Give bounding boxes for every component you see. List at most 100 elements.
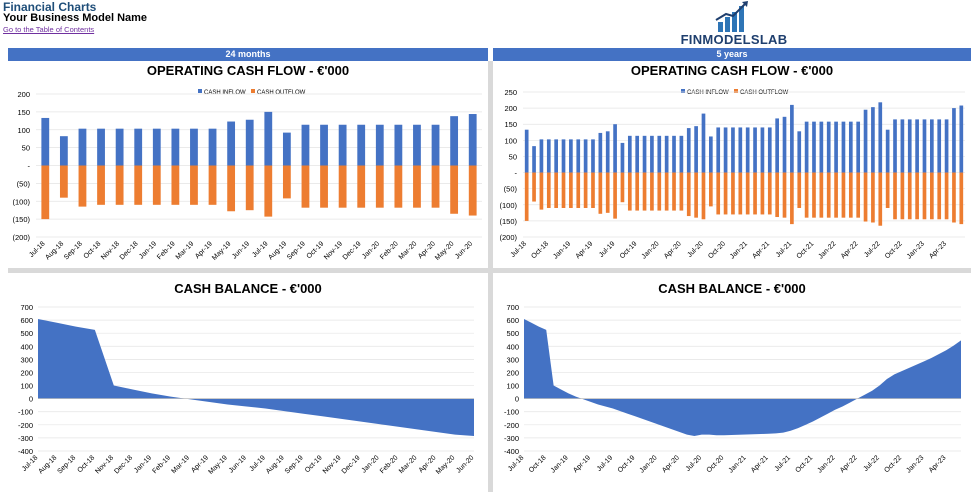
bar-inflow xyxy=(613,124,617,173)
bar-inflow xyxy=(627,135,632,173)
x-tick-label: Jan-21 xyxy=(729,240,749,260)
x-tick-label: Apr-23 xyxy=(928,240,948,260)
bar-inflow xyxy=(848,121,853,173)
bar-inflow xyxy=(885,129,890,173)
bar-inflow xyxy=(753,127,757,173)
x-tick-label: Mar-20 xyxy=(398,240,419,261)
x-tick-label: Oct-19 xyxy=(617,454,637,474)
logo-chart-icon xyxy=(715,1,748,32)
x-tick-label: Jan-19 xyxy=(133,454,153,474)
finmodelslab-logo: FINMODELSLAB xyxy=(676,0,792,47)
bar-outflow xyxy=(532,172,536,202)
vertical-divider xyxy=(488,61,493,492)
x-tick-label: Nov-19 xyxy=(322,454,343,475)
legend-swatch-inflow xyxy=(681,89,685,93)
bar-outflow xyxy=(598,172,603,214)
x-tick-label: Jul-22 xyxy=(862,454,881,473)
x-tick-label: Jan-19 xyxy=(138,240,158,260)
x-tick-label: Jan-19 xyxy=(550,454,570,474)
bar-inflow xyxy=(841,121,846,173)
bar-inflow xyxy=(679,135,684,173)
x-tick-label: Jul-21 xyxy=(774,454,793,473)
bar-inflow xyxy=(723,127,728,173)
bar-inflow xyxy=(664,135,669,173)
x-tick-label: Oct-21 xyxy=(794,454,814,474)
y-tick-label: 0 xyxy=(29,395,33,404)
legend-swatch-outflow xyxy=(251,89,255,93)
horizontal-divider-right xyxy=(493,268,971,273)
y-tick-label: 50 xyxy=(22,144,30,153)
bar-outflow xyxy=(569,172,573,208)
x-tick-label: Jul-20 xyxy=(685,454,704,473)
bar-inflow xyxy=(716,127,721,173)
x-tick-label: Jan-20 xyxy=(361,240,381,260)
chart-panel-cb-24: CASH BALANCE - €'000 700 600 500 400 300 200 10… xyxy=(8,273,488,492)
bar-outflow xyxy=(394,165,403,208)
y-tick-label: 0 xyxy=(515,395,519,404)
bar-inflow xyxy=(834,121,838,173)
x-tick-label: Apr-22 xyxy=(840,240,860,260)
x-tick-label: Jan-23 xyxy=(906,240,926,260)
x-tick-label: Oct-18 xyxy=(83,240,103,260)
bar-inflow xyxy=(227,121,236,166)
bar-inflow xyxy=(709,136,713,173)
bar-inflow xyxy=(952,108,956,173)
x-tick-label: May-19 xyxy=(208,454,230,476)
bar-outflow xyxy=(694,172,698,218)
bar-outflow xyxy=(959,172,964,225)
legend-swatch-outflow xyxy=(734,89,738,93)
x-tick-label: Jan-23 xyxy=(905,454,925,474)
x-tick-label: Jun-20 xyxy=(454,240,474,260)
bar-inflow xyxy=(657,135,662,173)
x-tick-label: Apr-23 xyxy=(928,454,948,474)
bar-outflow xyxy=(561,172,566,208)
y-tick-label: 500 xyxy=(20,329,33,338)
bar-outflow xyxy=(767,172,772,215)
business-name: Your Business Model Name xyxy=(3,12,148,24)
bar-inflow xyxy=(731,127,735,173)
x-tick-label: Jan-22 xyxy=(816,454,836,474)
cash-balance-area xyxy=(38,319,474,436)
bar-outflow xyxy=(357,165,366,208)
bar-inflow xyxy=(907,119,912,173)
x-tick-label: Sep-18 xyxy=(56,454,77,475)
x-tick-label: Jul-18 xyxy=(507,454,526,473)
x-tick-label: Jan-20 xyxy=(641,240,661,260)
x-tick-label: Aug-19 xyxy=(265,454,286,475)
bar-inflow xyxy=(524,129,529,173)
y-tick-label: 700 xyxy=(506,303,519,312)
chart-title: CASH BALANCE - €'000 xyxy=(658,281,806,296)
bar-outflow xyxy=(152,165,161,205)
y-tick-label: -300 xyxy=(504,434,519,443)
bar-outflow xyxy=(907,172,912,220)
x-tick-label: Jan-22 xyxy=(817,240,837,260)
bar-outflow xyxy=(431,165,440,208)
x-tick-label: Feb-20 xyxy=(379,454,400,475)
bar-inflow xyxy=(208,128,217,166)
x-tick-label: Oct-22 xyxy=(883,454,903,474)
bar-outflow xyxy=(841,172,846,218)
bar-inflow xyxy=(546,139,551,173)
bar-outflow xyxy=(41,165,50,220)
bar-outflow xyxy=(539,172,544,210)
x-tick-label: Sep-19 xyxy=(284,454,305,475)
y-tick-label: 50 xyxy=(509,152,517,161)
bar-inflow xyxy=(554,139,558,173)
bar-outflow xyxy=(320,165,328,208)
bar-inflow xyxy=(468,114,477,166)
bar-outflow xyxy=(375,165,384,208)
toc-link[interactable]: Go to the Table of Contents xyxy=(3,25,95,34)
bar-inflow xyxy=(569,139,573,173)
operating-cash-flow-24m-chart: OPERATING CASH FLOW - €'000 CASH INFLOW CA… xyxy=(12,63,482,262)
x-tick-label: Aug-18 xyxy=(37,454,58,475)
bar-inflow xyxy=(738,127,743,173)
x-tick-label: Jul-20 xyxy=(686,240,705,259)
x-tick-label: Jun-20 xyxy=(455,454,475,474)
bar-inflow xyxy=(539,139,544,173)
bar-outflow xyxy=(893,172,897,220)
bar-outflow xyxy=(782,172,787,218)
bar-inflow xyxy=(375,124,384,166)
x-tick-label: Nov-19 xyxy=(323,240,344,261)
bar-inflow xyxy=(694,126,698,173)
y-tick-label: 400 xyxy=(506,342,519,351)
